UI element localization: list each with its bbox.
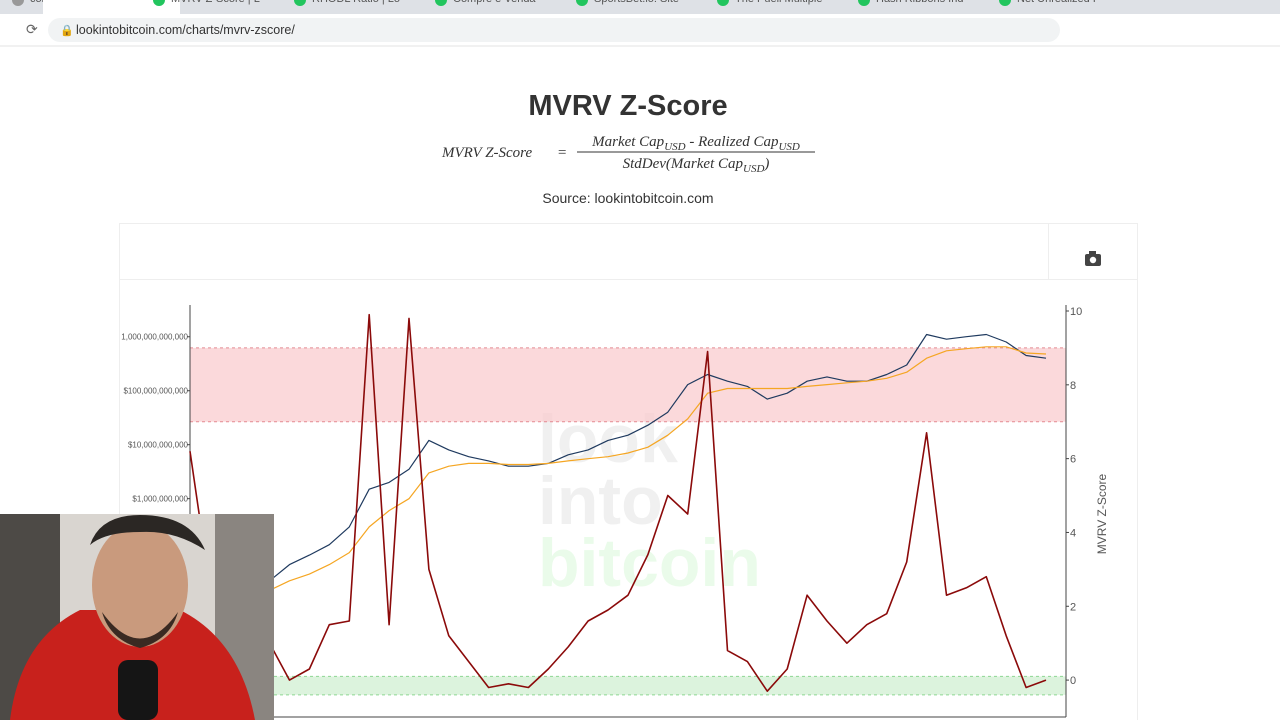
den1: StdDev(Market Cap [623, 156, 744, 172]
series-line [189, 333, 1047, 678]
y2-tick-label: 6 [1070, 454, 1076, 466]
tab-title[interactable]: Compre e Venda [453, 0, 536, 5]
tab-icon [717, 0, 729, 6]
tab-icon [12, 0, 24, 6]
y2-tick-label: 4 [1070, 527, 1076, 539]
den-sub: USD [743, 163, 764, 175]
tab-title[interactable]: SportsBet.io: Site [594, 0, 679, 5]
chart-container [119, 223, 1138, 720]
tab-icon [576, 0, 588, 6]
y-tick-label: $100,000,000,000 [123, 387, 188, 396]
num1: Market Cap [591, 134, 665, 150]
url[interactable]: lookintobitcoin.com/charts/mvrv-zscore/ [76, 23, 295, 37]
reload[interactable]: ⟳ [26, 21, 38, 37]
chart: lookintobitcoin$1,000,000,000$10,000,000… [121, 305, 1109, 718]
camera-icon[interactable] [1085, 251, 1101, 266]
active-tab [43, 0, 180, 14]
y-tick-label: $1,000,000,000 [132, 495, 188, 504]
lock: 🔒 [60, 24, 74, 37]
tab-title[interactable]: MVRV Z-Score | L [171, 0, 260, 5]
tab-title[interactable]: Hash Ribbons Ind [876, 0, 963, 5]
y-tick-label: 1,000,000,000,000 [121, 333, 188, 342]
watermark: bitcoin [538, 525, 761, 601]
formula-lhs: MVRV Z-Score [441, 145, 532, 161]
y2-tick-label: 0 [1070, 675, 1076, 687]
series-line [189, 346, 1047, 690]
page-title: MVRV Z-Score [528, 90, 727, 122]
den2: ) [763, 156, 769, 172]
tab-icon [999, 0, 1011, 6]
tab-icon [294, 0, 306, 6]
address-bar[interactable] [48, 18, 1060, 42]
y-tick-label: $10,000,000,000 [128, 441, 189, 450]
tab-icon [858, 0, 870, 6]
tab-title[interactable]: RHODL Ratio | Lo [312, 0, 400, 5]
num2: - Realized Cap [686, 134, 779, 150]
y2-tick-label: 10 [1070, 306, 1082, 318]
num-sub2: USD [778, 141, 799, 153]
tab-icon [435, 0, 447, 6]
webcam [0, 514, 274, 720]
band [190, 347, 1066, 422]
source: Source: lookintobitcoin.com [542, 190, 713, 206]
tab-title[interactable]: Net Unrealized P [1017, 0, 1100, 5]
num-sub1: USD [664, 141, 685, 153]
watermark: into [538, 463, 663, 539]
formula-eq: = [557, 145, 567, 161]
formula-numerator: Market CapUSD - Realized CapUSD [591, 134, 800, 153]
tab-title[interactable]: The Puell Multiple [735, 0, 822, 5]
y2-tick-label: 2 [1070, 601, 1076, 613]
y2-tick-label: 8 [1070, 380, 1076, 392]
tab-icon [153, 0, 165, 6]
formula-denominator: StdDev(Market CapUSD) [623, 156, 770, 175]
tab-bar [0, 0, 1280, 14]
series-line [189, 313, 1047, 692]
y2-axis-title: MVRV Z-Score [1095, 473, 1109, 554]
band [190, 676, 1066, 695]
